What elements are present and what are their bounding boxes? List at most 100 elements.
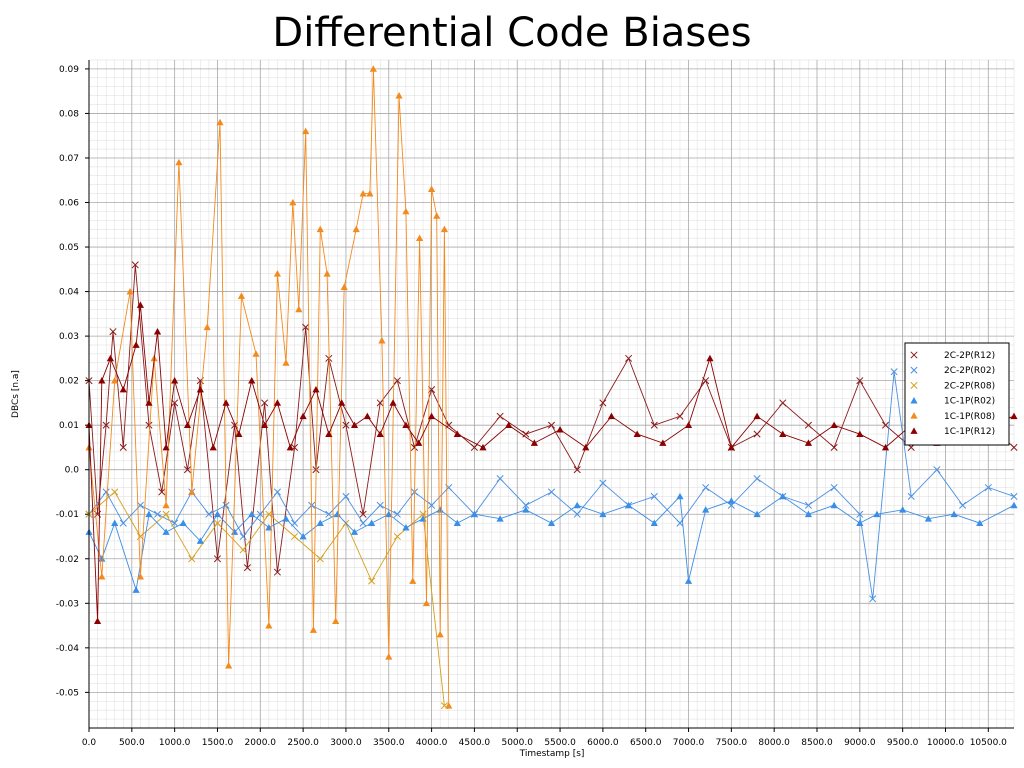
y-tick-label: -0.05 [56, 688, 79, 698]
data-point [209, 443, 217, 451]
legend-label: 1C-1P(R08) [944, 412, 995, 422]
data-point [316, 555, 324, 563]
data-point [342, 492, 350, 500]
data-point [676, 412, 684, 420]
data-point [440, 225, 449, 233]
data-point [359, 519, 367, 527]
data-point [599, 479, 607, 487]
data-point [505, 421, 513, 429]
x-tick-label: 8500.0 [801, 738, 833, 748]
data-point [933, 466, 941, 474]
data-point [106, 354, 115, 362]
data-point [273, 399, 282, 406]
x-tick-label: 5500.0 [544, 738, 576, 748]
data-point [289, 198, 297, 206]
data-point [111, 488, 119, 496]
series-1C-1P(R02) [85, 492, 1018, 593]
data-point [309, 626, 317, 633]
data-point [393, 377, 401, 385]
data-point [830, 421, 838, 429]
data-point [171, 377, 179, 384]
legend-marker [910, 381, 918, 389]
data-point [547, 421, 556, 429]
legend-label: 2C-2P(R02) [944, 366, 995, 376]
data-point [119, 519, 127, 527]
legend-item: 2C-2P(R08) [910, 381, 995, 391]
data-point [385, 653, 393, 660]
data-point [496, 412, 504, 420]
data-point [282, 515, 290, 522]
legend-marker [910, 397, 918, 404]
data-point [260, 421, 269, 429]
data-point [702, 506, 710, 513]
data-point [98, 572, 106, 580]
data-point [188, 555, 196, 563]
data-point [111, 519, 119, 527]
data-point [273, 488, 281, 496]
data-point [727, 497, 735, 504]
data-point [222, 399, 230, 406]
data-point [179, 519, 187, 527]
data-point [427, 412, 436, 420]
x-tick-label: 2500.0 [287, 738, 319, 748]
data-point [907, 492, 915, 500]
data-point [547, 488, 556, 496]
data-point [881, 421, 890, 429]
data-point [395, 92, 403, 99]
data-point [265, 524, 273, 531]
x-tick-label: 10000.0 [927, 738, 964, 748]
data-point [389, 399, 397, 406]
data-point [213, 510, 222, 518]
legend: 2C-2P(R12) 2C-2P(R02) 2C-2P(R08) 1C-1P(R02)… [904, 342, 1010, 446]
data-point [573, 510, 581, 518]
data-point [205, 510, 213, 518]
data-point [582, 443, 590, 451]
data-point [436, 506, 444, 513]
data-point [102, 488, 110, 496]
data-point [779, 399, 787, 407]
data-point [625, 354, 633, 362]
data-point [402, 524, 410, 531]
data-point [299, 532, 307, 540]
data-point [890, 368, 898, 376]
y-tick-label: -0.02 [56, 555, 79, 565]
x-tick-label: 7000.0 [673, 738, 705, 748]
data-point [102, 421, 110, 429]
data-point [753, 475, 761, 483]
data-point [402, 421, 410, 429]
data-point [98, 377, 106, 384]
legend-item: 1C-1P(R08) [910, 412, 995, 422]
data-point [376, 430, 384, 437]
data-point [295, 305, 303, 313]
data-point [109, 328, 117, 336]
data-point [753, 510, 761, 518]
x-tick-label: 5000.0 [501, 738, 533, 748]
data-point [856, 430, 864, 437]
data-point [650, 492, 658, 500]
x-axis-label: Timestamp [s] [519, 749, 585, 759]
data-point [376, 399, 384, 407]
data-point [393, 532, 401, 541]
data-point [393, 510, 401, 518]
data-point [132, 586, 140, 593]
data-point [203, 323, 211, 331]
data-point [265, 510, 273, 518]
data-point [340, 283, 348, 290]
data-point [158, 488, 166, 496]
data-point [323, 270, 331, 277]
data-point [496, 475, 504, 483]
data-point [650, 519, 658, 527]
data-point [830, 483, 838, 492]
data-point [804, 439, 813, 446]
legend-marker [910, 427, 918, 434]
data-point [633, 430, 641, 437]
data-point [282, 359, 290, 366]
data-point [188, 488, 196, 495]
y-tick-label: -0.03 [56, 599, 79, 609]
data-point [1010, 412, 1018, 420]
legend-marker [910, 366, 918, 374]
legend-box [904, 342, 1010, 446]
data-point [779, 430, 787, 437]
data-point [136, 572, 144, 580]
data-point [273, 568, 281, 576]
